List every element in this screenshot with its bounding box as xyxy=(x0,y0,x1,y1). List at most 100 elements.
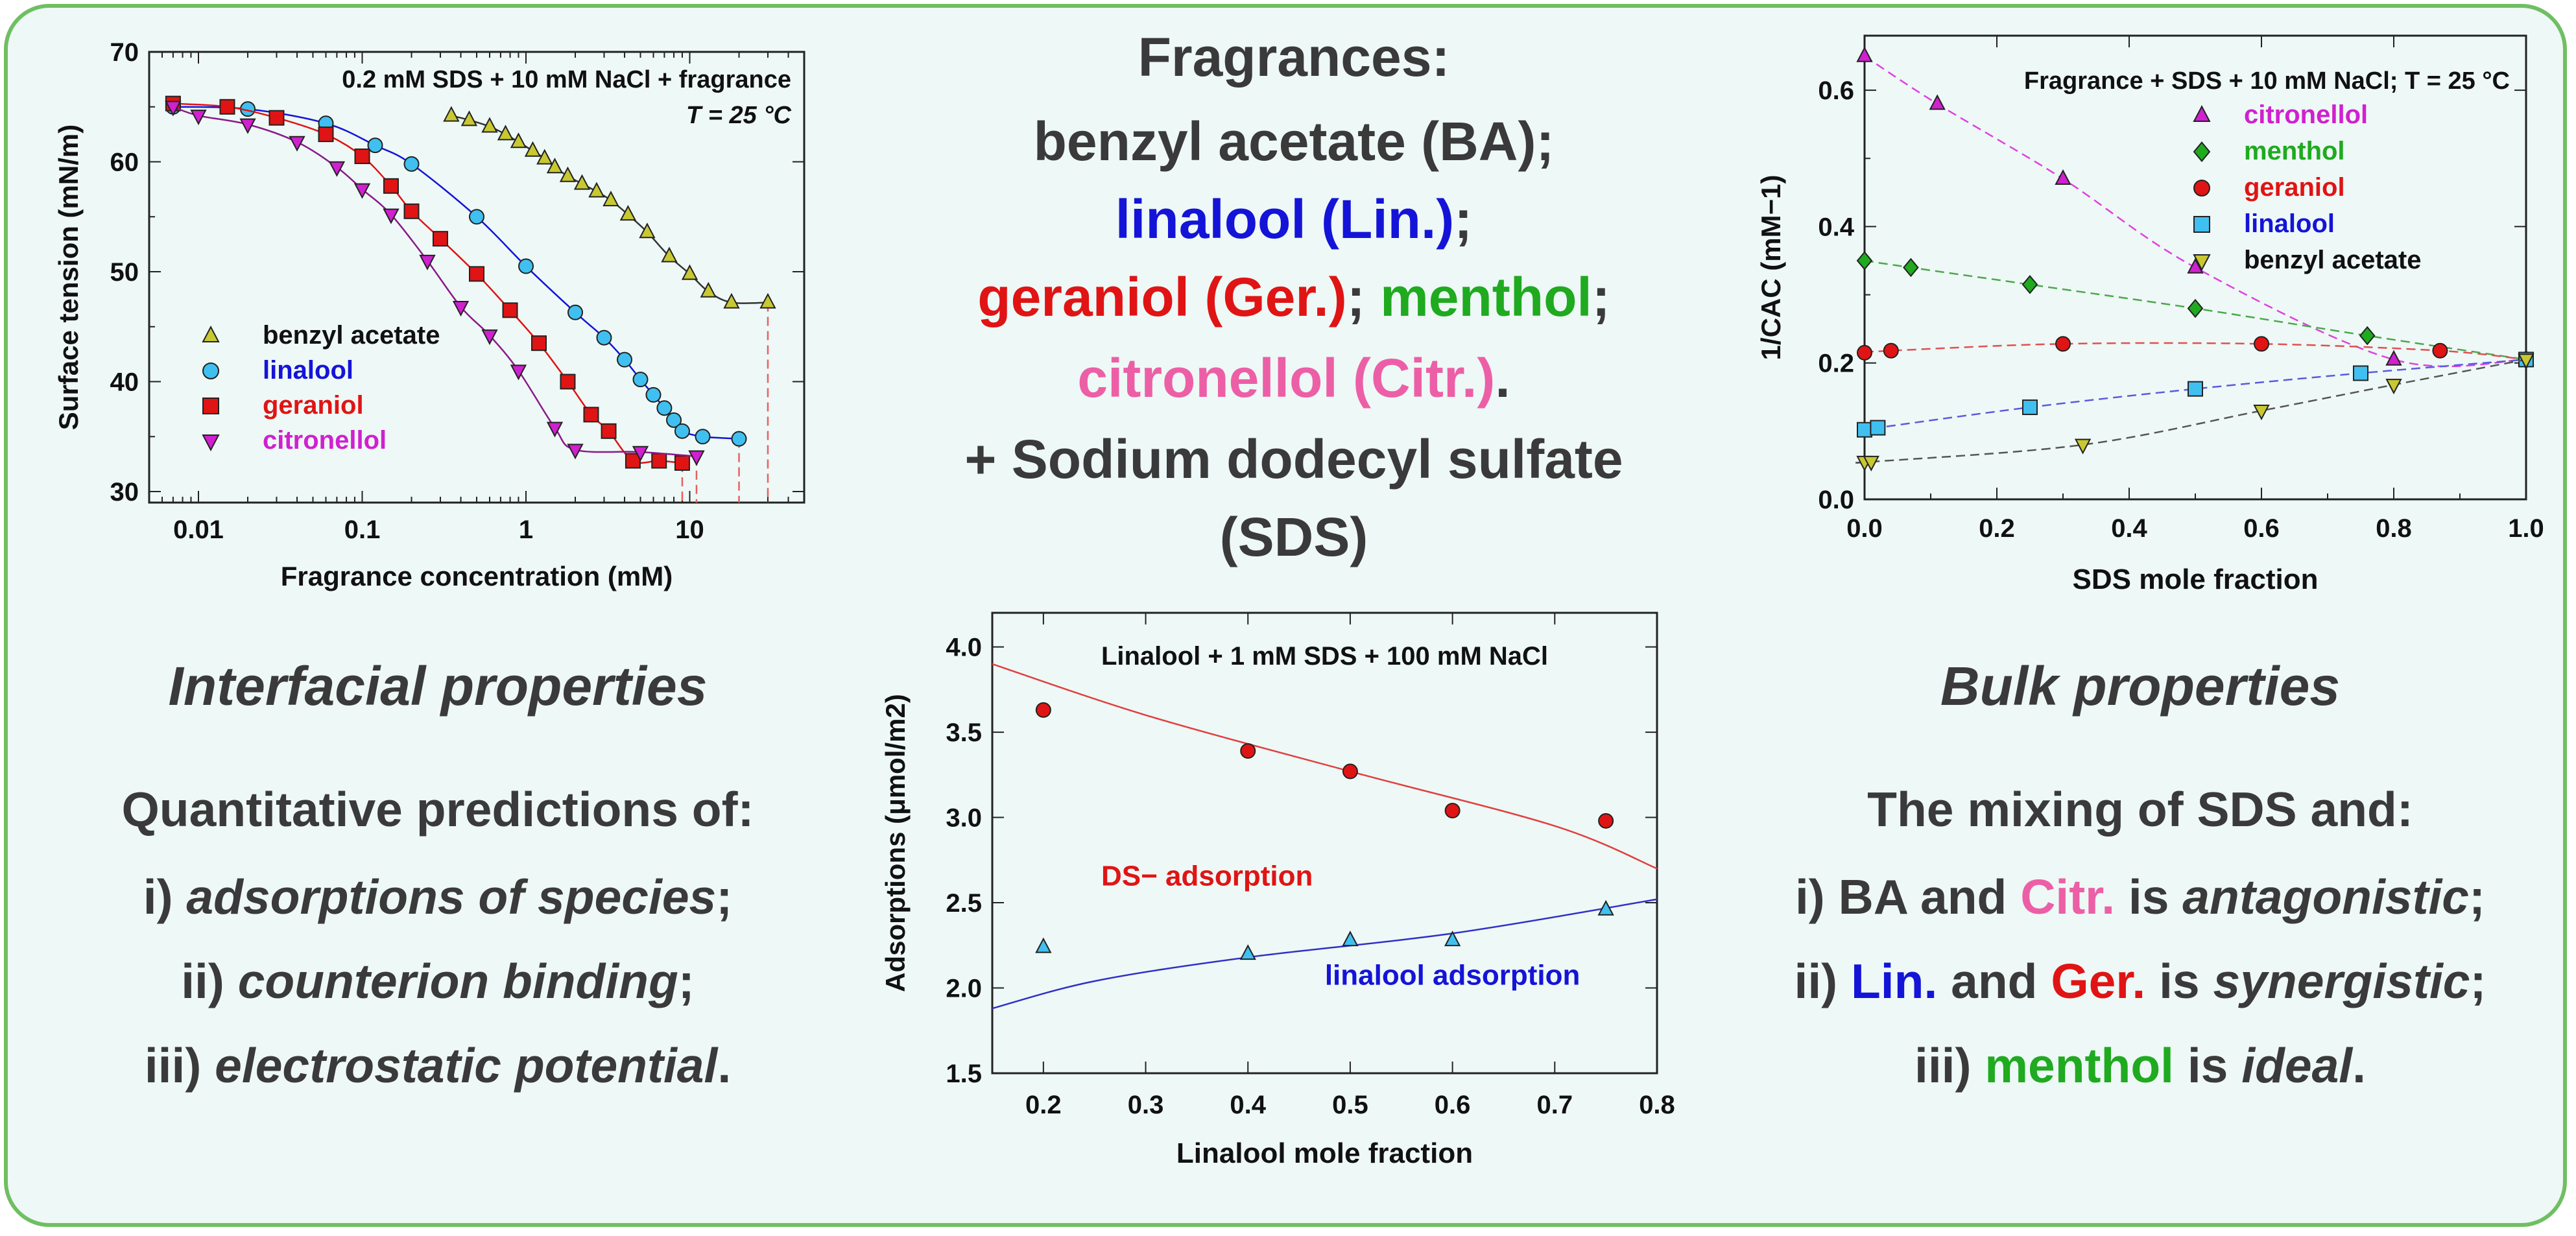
legend-marker-menthol xyxy=(2193,141,2211,162)
data-point-ds-adsorption xyxy=(1035,702,1051,718)
data-point-geraniol xyxy=(502,302,518,318)
legend-marker-linalool xyxy=(2193,216,2210,233)
fragrance-citronellol-line: citronellol (Citr.). xyxy=(895,347,1693,410)
x-axis-label: SDS mole fraction xyxy=(2073,564,2319,595)
data-point-linalool xyxy=(1870,420,1886,436)
data-point-benzyl-acetate xyxy=(497,125,514,141)
x-tick-label: 0.3 xyxy=(1128,1091,1164,1119)
semicolon: ; xyxy=(1346,267,1381,327)
interfacial-item-2: ii) counterion binding; xyxy=(181,954,695,1008)
data-point-linalool xyxy=(367,137,383,154)
data-point-citronellol xyxy=(289,136,305,152)
semicolon: ; xyxy=(1592,267,1610,327)
data-point-menthol xyxy=(2359,326,2376,346)
data-point-linalool-adsorption xyxy=(1597,899,1614,916)
data-point-citronellol xyxy=(567,444,584,460)
fragrance-geraniol: geraniol (Ger.) xyxy=(977,267,1347,327)
data-point-geraniol xyxy=(432,231,448,247)
fit-line-geraniol xyxy=(1864,342,2527,361)
data-point-linalool xyxy=(632,372,649,388)
data-point-citronellol xyxy=(383,208,400,224)
legend-label-linalool: linalool xyxy=(263,356,353,385)
data-point-citronellol xyxy=(510,364,527,381)
x-tick-label: 0.0 xyxy=(1846,514,1883,543)
fit-line-linalool-adsorption xyxy=(992,898,1658,1010)
bulk-item-1: i) BA and Citr. is antagonistic; xyxy=(1795,870,2486,924)
data-point-citronellol xyxy=(1929,94,1946,110)
x-tick-label: 0.2 xyxy=(1025,1091,1062,1119)
semicolon: ; xyxy=(1454,189,1473,250)
data-point-linalool-adsorption xyxy=(1444,931,1461,947)
data-point-geraniol xyxy=(601,423,617,439)
y-tick-label: 2.5 xyxy=(946,889,982,918)
fit-line-linalool xyxy=(1861,359,2527,431)
bulk-intro: The mixing of SDS and: xyxy=(1867,782,2413,837)
y-tick-label: 3.5 xyxy=(946,719,982,747)
data-point-benzyl-acetate xyxy=(546,158,564,174)
data-point-benzyl-acetate xyxy=(2385,379,2402,395)
chart-annotation: Fragrance + SDS + 10 mM NaCl; T = 25 °C xyxy=(2024,67,2510,95)
panel-frame xyxy=(4,4,2567,1227)
data-point-linalool-adsorption xyxy=(1342,931,1359,947)
legend-marker-citronellol xyxy=(2193,105,2211,122)
data-point-linalool xyxy=(596,329,612,346)
data-point-benzyl-acetate xyxy=(681,264,698,280)
data-point-ds-adsorption xyxy=(1342,763,1358,779)
data-point-citronellol xyxy=(190,110,207,126)
data-point-geraniol xyxy=(1883,342,1899,359)
data-point-linalool xyxy=(2353,365,2368,381)
x-tick-label: 0.6 xyxy=(1435,1091,1471,1119)
legend-label-benzyl-acetate: benzyl acetate xyxy=(2244,246,2421,274)
data-point-geraniol xyxy=(268,110,285,126)
interfacial-heading: Interfacial properties xyxy=(168,656,708,717)
adsorption-chart: 0.2 0.3 0.4 0.5 0.6 0.7 0.8 1.5 2.0 2.5 3.0 3.5 4.0 L… xyxy=(880,612,1675,1169)
data-point-geraniol xyxy=(403,203,420,219)
x-tick-label: 10 xyxy=(675,516,704,544)
x-tick-label: 0.01 xyxy=(173,516,224,544)
data-point-geraniol xyxy=(651,453,667,469)
y-tick-label: 30 xyxy=(110,478,139,506)
x-tick-label: 0.8 xyxy=(1639,1091,1675,1119)
data-point-benzyl-acetate xyxy=(602,191,619,207)
fit-line-geraniol xyxy=(173,102,683,464)
legend-label-citronellol: citronellol xyxy=(2244,101,2368,129)
data-point-linalool xyxy=(469,209,484,225)
data-point-linalool-adsorption xyxy=(1035,937,1052,953)
fragrance-menthol: menthol xyxy=(1380,267,1592,327)
legend-marker-citronellol xyxy=(202,434,220,451)
x-tick-label: 0.4 xyxy=(1230,1091,1266,1119)
fragrance-linalool: linalool (Lin.) xyxy=(1115,189,1455,250)
data-point-citronellol xyxy=(353,183,371,199)
y-axis-label: Adsorptions (μmol/m2) xyxy=(880,694,911,992)
interfacial-item-3: iii) electrostatic potential. xyxy=(144,1038,732,1093)
data-point-citronellol xyxy=(481,329,498,346)
fit-line-menthol xyxy=(1864,259,2527,361)
data-point-citronellol xyxy=(2055,169,2071,185)
surface-tension-chart: 0.01 0.1 1 10 30 40 50 60 70 Fragrance concentrat… xyxy=(53,38,805,591)
sds-abbrev: (SDS) xyxy=(1219,506,1368,567)
fragrances-title: Fragrances: xyxy=(1138,27,1450,88)
data-point-linalool xyxy=(518,258,534,274)
data-point-linalool xyxy=(567,304,584,320)
data-point-menthol xyxy=(1856,251,1873,270)
temperature-label: T = 25 °C xyxy=(686,102,792,129)
data-point-benzyl-acetate xyxy=(588,182,605,198)
data-point-citronellol xyxy=(2187,257,2204,274)
bulk-item-2: ii) Lin. and Ger. is synergistic; xyxy=(1794,954,2487,1008)
legend-marker-geraniol xyxy=(202,398,219,414)
y-tick-label: 3.0 xyxy=(946,804,982,833)
data-point-linalool xyxy=(1857,422,1872,438)
y-axis-label: Surface tension (mN/m) xyxy=(53,125,84,430)
data-point-geraniol xyxy=(2055,336,2071,352)
x-tick-label: 1 xyxy=(519,516,533,544)
data-point-citronellol xyxy=(2385,350,2402,366)
data-point-linalool xyxy=(666,412,682,428)
fit-line-citronellol xyxy=(1864,55,2527,368)
data-point-benzyl-acetate xyxy=(536,149,553,165)
bulk-item-3: iii) menthol is ideal. xyxy=(1914,1038,2366,1093)
data-point-benzyl-acetate xyxy=(481,117,498,133)
x-axis-label: Fragrance concentration (mM) xyxy=(281,561,673,591)
y-tick-label: 40 xyxy=(110,368,139,397)
legend-label-linalool: linalool xyxy=(2244,209,2335,238)
legend-marker-benzyl-acetate xyxy=(202,326,220,342)
